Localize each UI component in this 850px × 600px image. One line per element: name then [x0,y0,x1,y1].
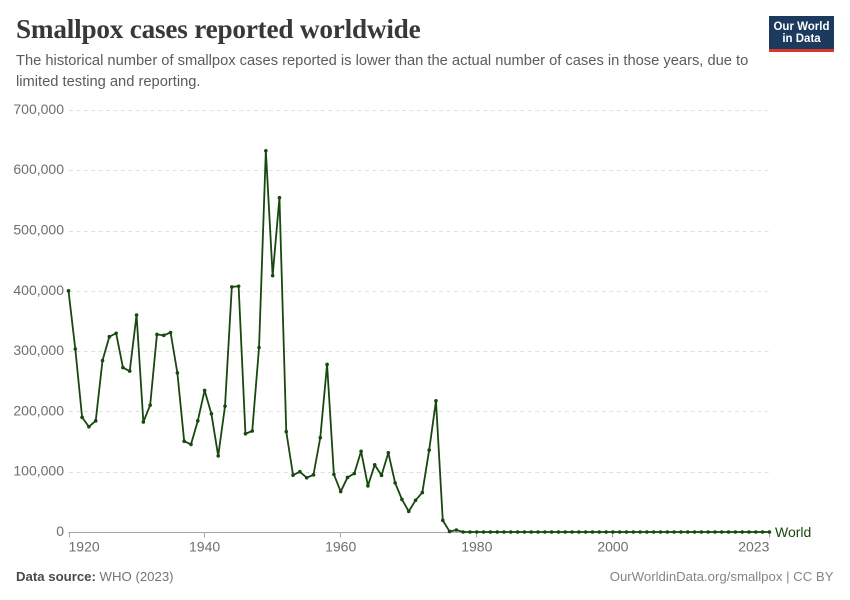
svg-text:1980: 1980 [461,539,492,555]
svg-text:2023: 2023 [738,539,769,555]
svg-text:300,000: 300,000 [13,342,64,358]
svg-text:600,000: 600,000 [13,161,64,177]
svg-text:500,000: 500,000 [13,222,64,238]
svg-text:2000: 2000 [597,539,628,555]
svg-text:1920: 1920 [69,539,100,555]
svg-text:200,000: 200,000 [13,402,64,418]
svg-text:0: 0 [56,523,64,539]
svg-text:700,000: 700,000 [13,101,64,117]
svg-text:1960: 1960 [325,539,356,555]
svg-text:400,000: 400,000 [13,282,64,298]
svg-text:100,000: 100,000 [13,463,64,479]
svg-text:1940: 1940 [189,539,220,555]
svg-text:World: World [775,524,811,540]
